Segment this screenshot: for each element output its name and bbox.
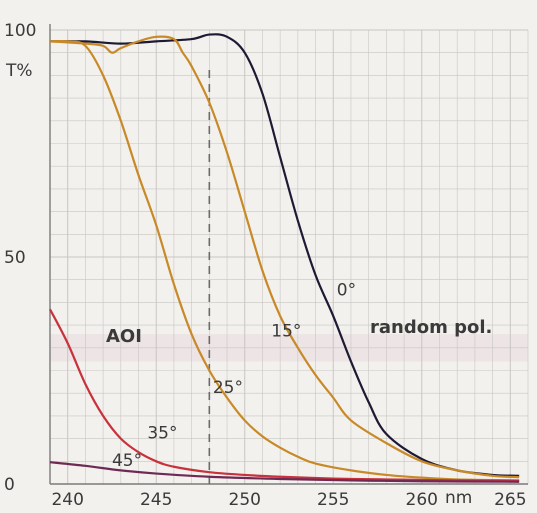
series-labels: 0° 15° 25° 35°45° [112,281,356,471]
series-label-2: 25° [213,378,243,398]
x-tick-label: 265 [494,490,526,510]
grid-lines [49,29,529,485]
series-label-4: 45° [112,451,142,471]
y-tick-label: 50 [4,248,26,268]
series-label-1: 15° [271,321,301,341]
series-label-0: 0° [337,281,356,301]
series-line-1 [49,35,520,479]
y-axis-label: T% [5,61,33,81]
series-lines [49,33,520,483]
x-tick-label: 250 [229,490,261,510]
series-line-3 [49,308,520,482]
tick-labels: 240 245 250 255 260 265 0 50 100 [4,21,527,510]
y-tick-label: 100 [4,21,36,41]
series-line-2 [49,39,520,482]
x-tick-label: 255 [317,490,349,510]
series-line-4 [49,461,520,483]
polarization-annotation: random pol. [370,317,492,338]
series-label-3: 35° [147,424,177,444]
series-line-0 [49,33,520,477]
x-tick-label: 240 [51,490,83,510]
x-tick-label: 245 [140,490,172,510]
x-axis-unit-label: nm [445,488,472,508]
axes [49,24,528,485]
x-tick-label: 260 [406,490,438,510]
aoi-annotation: AOI [106,326,142,347]
y-tick-label: 0 [4,475,15,495]
